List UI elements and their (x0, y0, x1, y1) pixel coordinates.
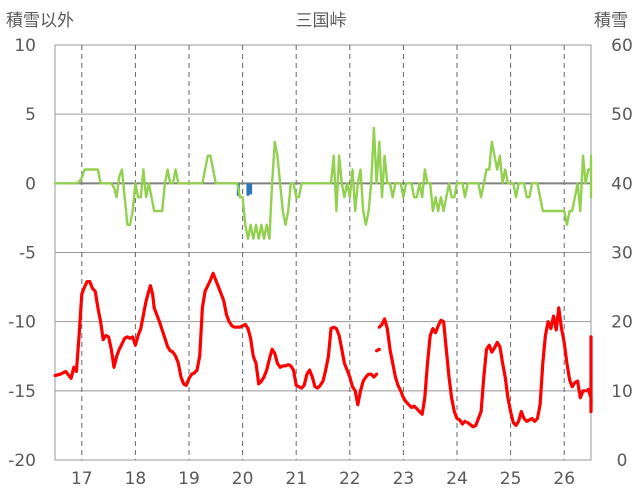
x-tick-label: 25 (500, 469, 522, 489)
temperature-line (375, 347, 381, 353)
left-tick-label: 5 (25, 105, 36, 125)
snow_change-line (53, 126, 593, 240)
x-tick-label: 22 (339, 469, 361, 489)
x-tick-label: 23 (393, 469, 415, 489)
left-tick-label: 10 (14, 36, 36, 56)
right-tick-label: 30 (611, 244, 633, 264)
x-tick-label: 24 (446, 469, 468, 489)
right-tick-label: 10 (611, 382, 633, 402)
right-axis-label: 積雪 (594, 11, 628, 31)
x-tick-label: 17 (71, 469, 93, 489)
x-axis-ticks: 17 18 19 20 21 22 23 24 25 26 (71, 469, 575, 489)
series-lines (53, 126, 593, 429)
right-tick-label: 60 (611, 36, 633, 56)
temperature-line (466, 306, 588, 429)
left-axis-ticks: 10 5 0 -5 -10 -15 -20 (8, 36, 36, 471)
x-tick-label: 20 (232, 469, 254, 489)
left-axis-label: 積雪以外 (6, 11, 74, 31)
left-tick-label: 0 (25, 174, 36, 194)
precipitation-bar (246, 183, 250, 196)
chart-title: 三国峠 (296, 11, 347, 31)
right-tick-label: 0 (617, 451, 628, 471)
left-tick-label: -15 (8, 382, 36, 402)
x-tick-label: 18 (125, 469, 147, 489)
temperature-line (377, 317, 467, 426)
x-tick-label: 19 (178, 469, 200, 489)
temperature-line (53, 271, 379, 407)
right-axis-ticks: 60 50 40 30 20 10 0 (611, 36, 633, 471)
left-tick-label: -20 (8, 451, 36, 471)
precipitation-bar (249, 183, 253, 195)
right-tick-label: 50 (611, 105, 633, 125)
left-tick-label: -5 (19, 244, 36, 264)
right-tick-label: 20 (611, 313, 633, 333)
x-tick-label: 21 (285, 469, 307, 489)
x-tick-label: 26 (553, 469, 575, 489)
right-tick-label: 40 (611, 174, 633, 194)
left-tick-label: -10 (8, 313, 36, 333)
